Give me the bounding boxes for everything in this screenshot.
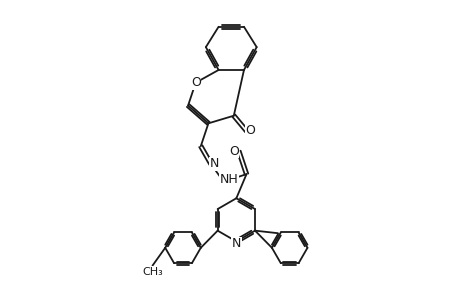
Text: O: O bbox=[229, 145, 238, 158]
Text: N: N bbox=[210, 158, 219, 170]
Text: O: O bbox=[245, 124, 255, 137]
Text: O: O bbox=[190, 76, 200, 89]
Text: NH: NH bbox=[219, 173, 238, 186]
Text: N: N bbox=[231, 238, 241, 250]
Text: CH₃: CH₃ bbox=[142, 267, 162, 277]
